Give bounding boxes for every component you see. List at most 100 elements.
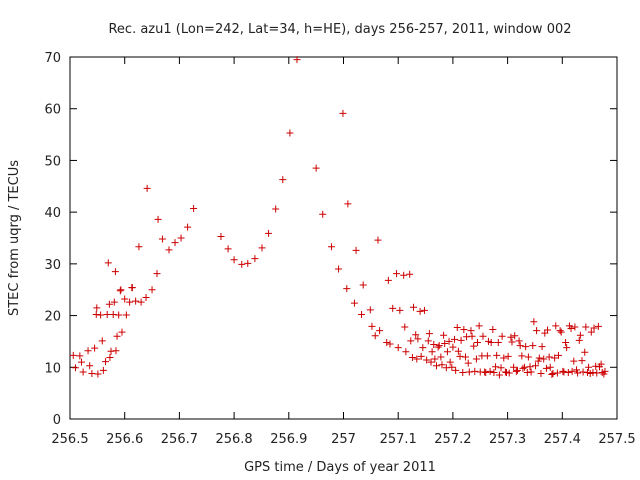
data-point (142, 293, 150, 301)
data-point (217, 232, 225, 240)
data-point (507, 333, 515, 341)
y-tick-label: 30 (44, 258, 61, 273)
data-point (396, 306, 404, 314)
data-point (184, 223, 192, 231)
data-point (487, 338, 495, 346)
data-points (69, 56, 609, 379)
data-point (293, 56, 301, 64)
axis-ticks: 256.5 256.6 256.7 256.8 256.9 257 257.1 257.2 25… (44, 51, 635, 447)
data-point (434, 343, 442, 351)
x-tick-label: 256.5 (51, 432, 88, 447)
data-point (452, 366, 460, 374)
data-point (545, 353, 553, 361)
y-axis-label: STEC from uqrg / TECUs (7, 160, 22, 316)
data-point (99, 366, 107, 374)
data-point (552, 322, 560, 330)
data-point (468, 332, 476, 340)
data-point (118, 328, 126, 336)
x-tick-label: 257.4 (544, 432, 581, 447)
x-tick-label: 256.7 (161, 432, 198, 447)
data-point (230, 256, 238, 264)
data-point (504, 352, 512, 360)
data-point (498, 332, 506, 340)
data-point (460, 326, 468, 334)
data-point (483, 352, 491, 360)
data-point (559, 367, 567, 375)
data-point (512, 367, 520, 375)
data-point (423, 356, 431, 364)
data-point (366, 306, 374, 314)
data-point (533, 327, 541, 335)
data-point (581, 348, 589, 356)
data-point (442, 364, 450, 372)
data-point (456, 352, 464, 360)
data-point (482, 368, 490, 376)
data-point (563, 344, 571, 352)
chart-title: Rec. azu1 (Lon=242, Lat=34, h=HE), days … (108, 22, 571, 37)
data-point (79, 368, 87, 376)
data-point (171, 239, 179, 247)
x-tick-label: 256.9 (270, 432, 307, 447)
data-point (406, 270, 414, 278)
data-point (518, 352, 526, 360)
data-point (454, 347, 462, 355)
data-point (401, 323, 409, 331)
data-point (112, 347, 120, 355)
data-point (479, 332, 487, 340)
data-point (556, 327, 564, 335)
data-point (567, 325, 575, 332)
data-point (592, 362, 600, 370)
data-point (513, 366, 521, 374)
data-point (103, 311, 111, 319)
data-point (76, 352, 84, 360)
x-tick-label: 256.8 (215, 432, 252, 447)
data-point (438, 361, 446, 369)
data-point (601, 367, 609, 375)
data-point (132, 297, 140, 305)
data-point (110, 298, 118, 306)
data-point (500, 354, 508, 362)
data-point (258, 244, 266, 252)
data-point (585, 363, 593, 371)
data-point (590, 324, 598, 332)
x-tick-label: 257 (331, 432, 356, 447)
data-point (544, 326, 552, 334)
data-point (474, 338, 482, 346)
data-point (92, 311, 100, 319)
data-point (475, 322, 483, 330)
data-point (432, 362, 440, 370)
data-point (286, 129, 294, 137)
data-point (549, 369, 557, 377)
data-point (553, 369, 561, 377)
data-point (589, 368, 597, 376)
data-point (548, 371, 556, 379)
data-point (153, 270, 161, 278)
data-point (94, 370, 102, 378)
data-point (587, 328, 595, 336)
data-point (126, 298, 134, 306)
y-tick-label: 10 (44, 361, 61, 376)
data-point (77, 358, 85, 366)
data-point (71, 364, 79, 372)
data-point (393, 270, 401, 278)
data-point (93, 304, 101, 312)
data-point (352, 246, 360, 254)
y-tick-label: 50 (44, 154, 61, 169)
data-point (441, 339, 449, 347)
data-point (435, 342, 443, 350)
data-point (510, 363, 518, 371)
data-point (417, 352, 425, 360)
data-point (238, 260, 246, 268)
data-point (522, 343, 530, 351)
data-point (319, 210, 327, 218)
data-point (272, 205, 280, 213)
data-point (344, 200, 352, 208)
data-point (440, 331, 448, 339)
data-point (343, 285, 351, 293)
data-point (109, 311, 117, 319)
data-point (582, 323, 590, 331)
data-point (386, 340, 394, 348)
data-point (412, 331, 420, 339)
